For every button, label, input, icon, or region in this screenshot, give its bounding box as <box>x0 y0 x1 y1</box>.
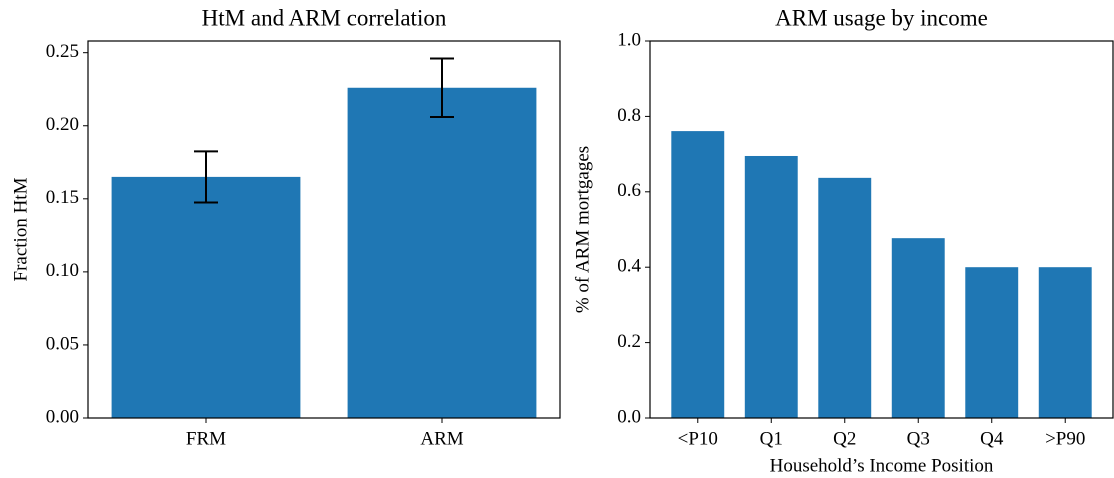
y-tick-label: 1.0 <box>617 29 641 50</box>
y-tick-label: 0.8 <box>617 105 641 126</box>
x-tick-label: >P90 <box>1045 428 1085 449</box>
x-tick-label: Q3 <box>907 428 930 449</box>
bar <box>744 155 798 419</box>
bar <box>111 176 301 418</box>
bar <box>347 87 537 418</box>
y-tick-label: 0.0 <box>617 406 641 427</box>
bar <box>891 238 945 418</box>
bar <box>1038 267 1092 418</box>
x-tick-label: ARM <box>420 428 463 449</box>
x-tick-label: FRM <box>186 428 226 449</box>
plot-frame <box>649 40 1114 419</box>
bar <box>965 267 1019 418</box>
x-tick-label: Q4 <box>980 428 1004 449</box>
x-axis-label: Household’s Income Position <box>770 455 994 476</box>
chart-title: ARM usage by income <box>775 5 988 30</box>
bar <box>671 131 725 418</box>
y-tick-label: 0.6 <box>617 180 641 201</box>
x-tick-label: <P10 <box>678 428 718 449</box>
y-axis-label: % of ARM mortgages <box>572 146 593 313</box>
x-tick-label: Q2 <box>833 428 856 449</box>
y-tick-label: 0.2 <box>617 331 641 352</box>
bar <box>818 177 872 418</box>
y-tick-label: 0.15 <box>46 187 79 208</box>
plot-frame <box>87 40 561 419</box>
y-tick-label: 0.00 <box>46 406 79 427</box>
x-tick-label: Q1 <box>760 428 783 449</box>
y-tick-label: 0.4 <box>617 256 641 277</box>
y-tick-label: 0.25 <box>46 41 79 62</box>
y-tick-label: 0.10 <box>46 260 79 281</box>
y-tick-label: 0.05 <box>46 333 79 354</box>
y-tick-label: 0.20 <box>46 114 79 135</box>
y-axis-label: Fraction HtM <box>10 177 31 281</box>
chart-title: HtM and ARM correlation <box>202 5 447 30</box>
